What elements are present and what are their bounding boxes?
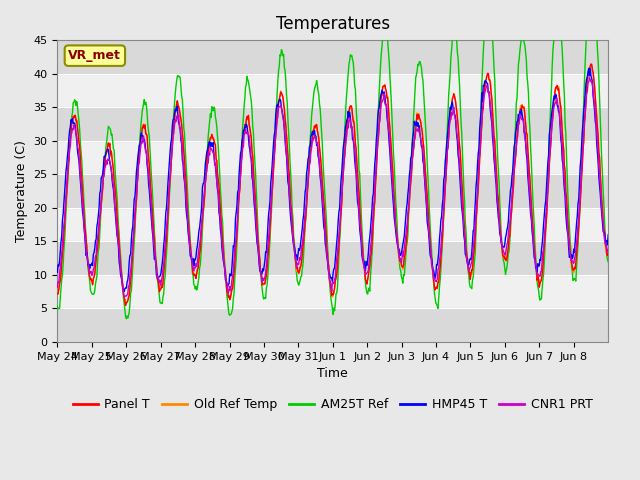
Title: Temperatures: Temperatures <box>276 15 390 33</box>
Bar <box>58 308 608 342</box>
Bar <box>58 174 608 208</box>
Y-axis label: Temperature (C): Temperature (C) <box>15 140 28 242</box>
Bar <box>58 241 608 275</box>
Legend: Panel T, Old Ref Temp, AM25T Ref, HMP45 T, CNR1 PRT: Panel T, Old Ref Temp, AM25T Ref, HMP45 … <box>68 394 598 417</box>
Bar <box>58 107 608 141</box>
X-axis label: Time: Time <box>317 367 348 380</box>
Text: VR_met: VR_met <box>68 49 122 62</box>
Bar <box>58 40 608 73</box>
